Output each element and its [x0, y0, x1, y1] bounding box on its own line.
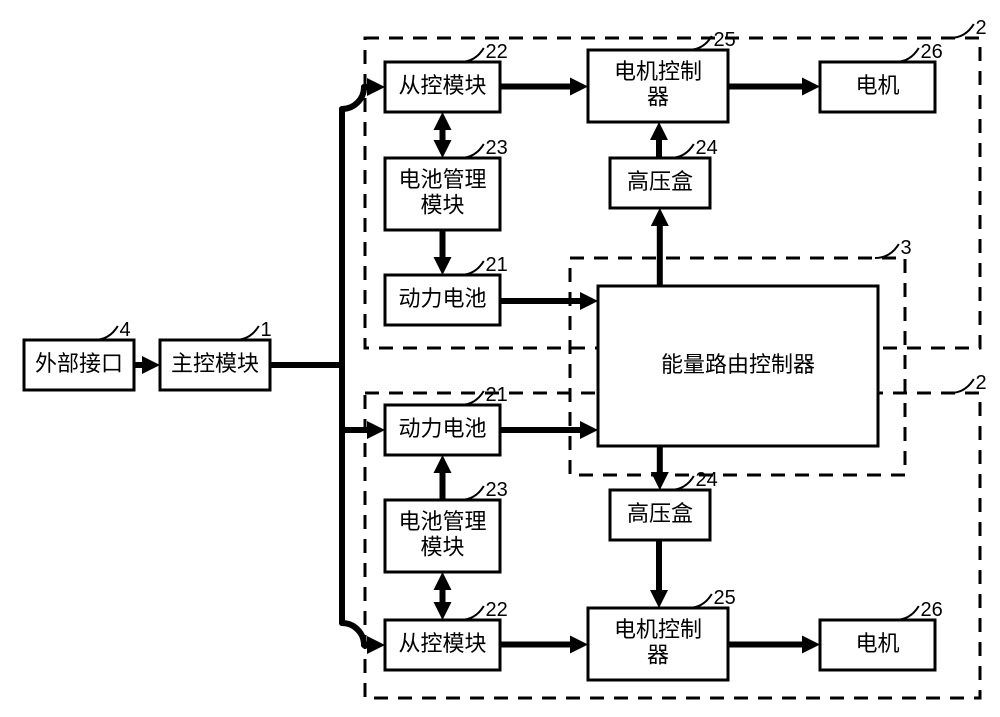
edge-5-head-end	[434, 140, 452, 158]
node-label-hvbox-b-0: 高压盒	[627, 501, 693, 526]
node-label-ext-if-0: 外部接口	[35, 351, 123, 376]
group-num-group-bottom-tick	[950, 379, 974, 393]
tree-branch-top-head-end	[367, 78, 385, 96]
node-label-slave-b-0: 从控模块	[398, 631, 486, 656]
node-router: 能量路由控制器	[598, 286, 878, 446]
node-label-mctl-t-0: 电机控制	[614, 59, 702, 84]
node-mctl-b: 电机控制器	[588, 608, 728, 680]
group-num-group-router: 3	[901, 237, 912, 259]
group-num-group-bottom: 2	[976, 372, 987, 394]
tree-branch-1-head-end	[367, 421, 385, 439]
node-num-bms-b: 23	[486, 479, 508, 501]
edge-0-head-end	[142, 356, 160, 374]
tree-corner-top	[342, 87, 364, 109]
node-num-hvbox-b: 24	[696, 469, 718, 491]
node-num-motor-t-tick	[895, 48, 919, 62]
node-num-master-tick	[235, 326, 259, 340]
node-label-router-0: 能量路由控制器	[661, 352, 815, 377]
node-label-batt-t-0: 动力电池	[398, 286, 486, 311]
edge-10-head-start	[434, 602, 452, 620]
node-num-master: 1	[261, 319, 272, 341]
edge-2-head-end	[802, 78, 820, 96]
node-num-motor-b-tick	[895, 606, 919, 620]
node-bms-b: 电池管理模块	[385, 500, 500, 572]
node-label-mctl-t-1: 器	[647, 84, 669, 109]
edge-8-head-end	[580, 421, 598, 439]
edge-1-head-end	[570, 78, 588, 96]
node-num-hvbox-t-tick	[670, 144, 694, 158]
node-num-ext-if-tick	[94, 326, 118, 340]
node-label-slave-t-0: 从控模块	[398, 73, 486, 98]
node-num-motor-b: 26	[921, 599, 943, 621]
node-label-hvbox-t-0: 高压盒	[627, 169, 693, 194]
node-motor-b: 电机	[820, 620, 935, 670]
node-label-bms-t-0: 电池管理	[398, 167, 486, 192]
node-slave-b: 从控模块	[385, 620, 500, 670]
tree-corner-bot	[342, 623, 364, 645]
node-label-bms-t-1: 模块	[420, 192, 464, 217]
node-num-bms-t-tick	[460, 144, 484, 158]
node-mctl-t: 电机控制器	[588, 50, 728, 122]
edge-6-head-end	[434, 257, 452, 275]
node-num-hvbox-b-tick	[670, 476, 694, 490]
group-num-group-top-tick	[950, 24, 974, 38]
node-num-batt-t: 21	[486, 254, 508, 276]
node-num-slave-b: 22	[486, 599, 508, 621]
edge-13-head-end	[570, 636, 588, 654]
node-slave-t: 从控模块	[385, 62, 500, 112]
edge-5-head-start	[434, 112, 452, 130]
node-label-batt-b-0: 动力电池	[398, 416, 486, 441]
node-num-bms-t: 23	[486, 137, 508, 159]
edge-7-head-end	[580, 292, 598, 310]
node-num-motor-t: 26	[921, 41, 943, 63]
edge-12-head-end	[650, 590, 668, 608]
node-hvbox-t: 高压盒	[610, 158, 710, 208]
group-num-group-top: 2	[976, 17, 987, 39]
node-num-ext-if: 4	[120, 319, 131, 341]
node-num-slave-t: 22	[486, 41, 508, 63]
node-label-mctl-b-1: 器	[647, 642, 669, 667]
node-label-motor-b-0: 电机	[855, 631, 899, 656]
node-num-mctl-t: 25	[714, 29, 736, 51]
node-num-slave-b-tick	[460, 606, 484, 620]
node-label-mctl-b-0: 电机控制	[614, 617, 702, 642]
node-hvbox-b: 高压盒	[610, 490, 710, 540]
node-master: 主控模块	[160, 340, 270, 390]
node-label-bms-b-1: 模块	[420, 534, 464, 559]
node-num-slave-t-tick	[460, 48, 484, 62]
node-num-batt-t-tick	[460, 261, 484, 275]
edge-9-head-end	[434, 455, 452, 473]
group-num-group-router-tick	[875, 244, 899, 258]
node-num-mctl-b-tick	[688, 594, 712, 608]
edge-14-head-end	[802, 636, 820, 654]
node-batt-t: 动力电池	[385, 275, 500, 325]
node-motor-t: 电机	[820, 62, 935, 112]
edge-3-head-end	[650, 122, 668, 140]
node-bms-t: 电池管理模块	[385, 158, 500, 230]
node-ext-if: 外部接口	[24, 340, 134, 390]
tree-branch-bot-head-end	[367, 636, 385, 654]
node-num-bms-b-tick	[460, 486, 484, 500]
node-batt-b: 动力电池	[385, 405, 500, 455]
node-label-bms-b-0: 电池管理	[398, 509, 486, 534]
node-label-motor-t-0: 电机	[855, 73, 899, 98]
edge-11-head-end	[651, 472, 669, 490]
node-num-mctl-b: 25	[714, 587, 736, 609]
edge-10-head-end	[434, 572, 452, 590]
node-label-master-0: 主控模块	[171, 351, 259, 376]
node-num-batt-b: 21	[486, 384, 508, 406]
node-num-hvbox-t: 24	[696, 137, 718, 159]
edge-4-head-end	[651, 208, 669, 226]
